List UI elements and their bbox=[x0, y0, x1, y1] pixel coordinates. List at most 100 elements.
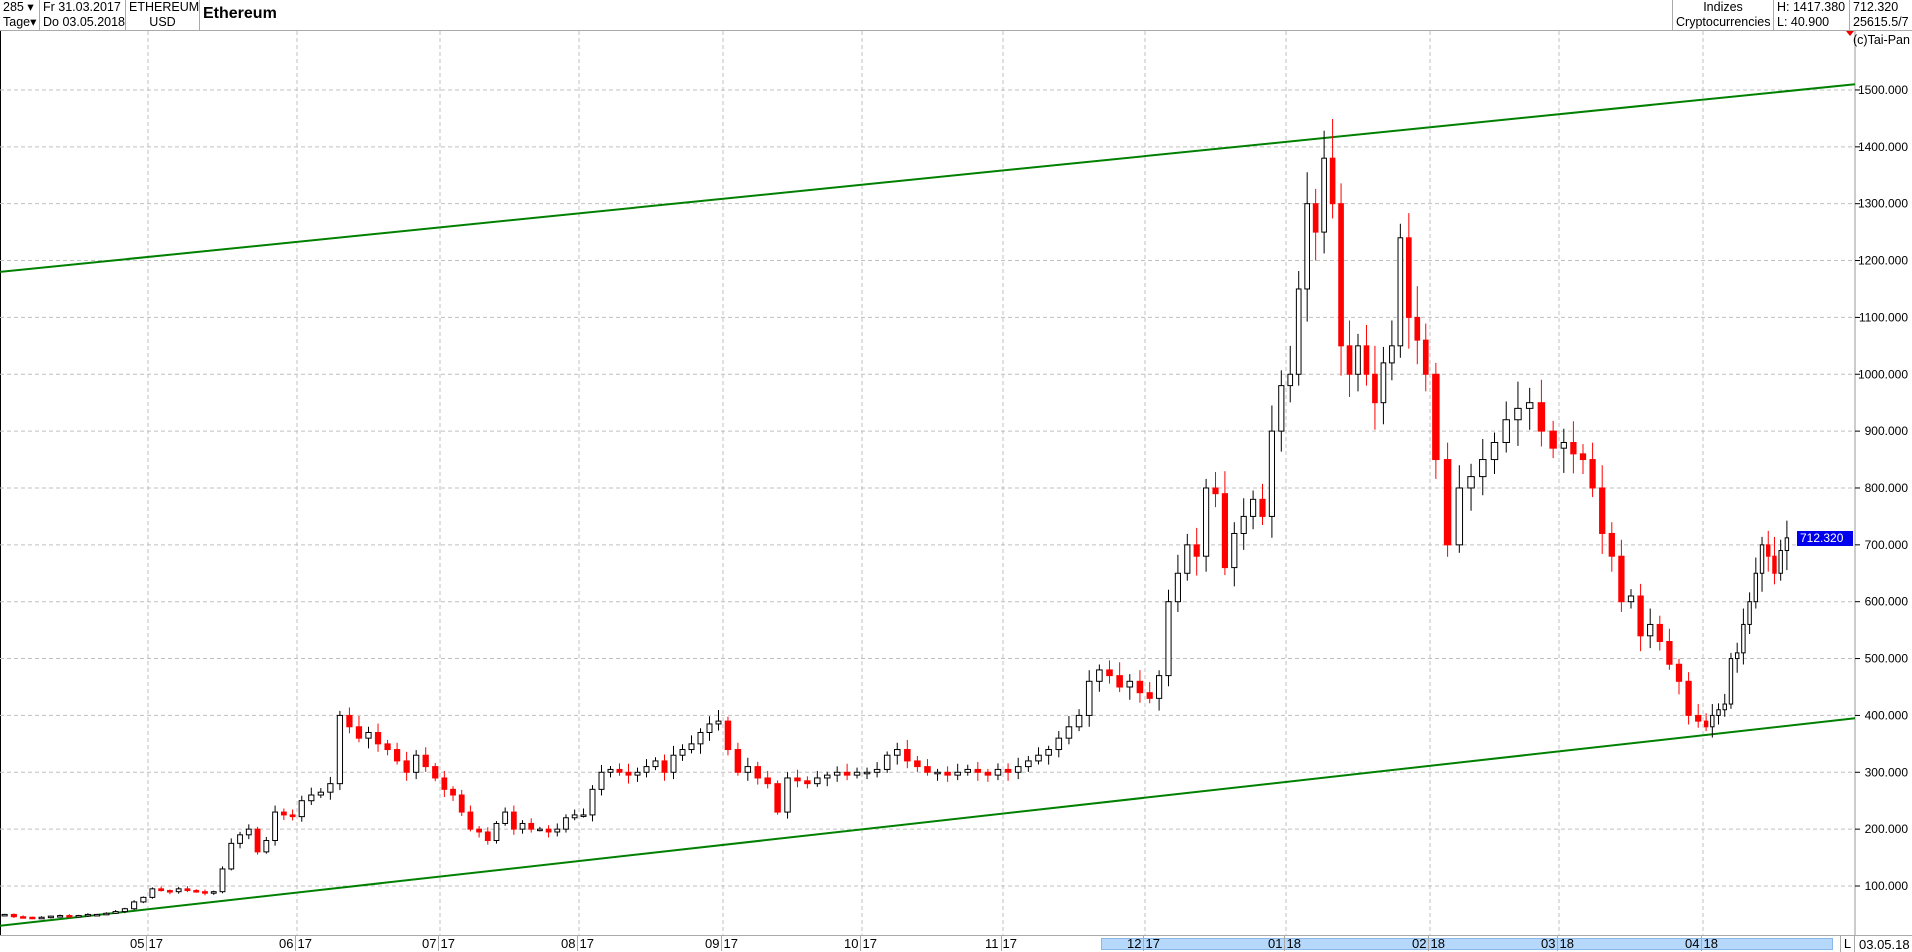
candle bbox=[679, 749, 686, 756]
price-chart[interactable]: 100.000 200.000 300.000 400.000 500.000 600.0… bbox=[0, 31, 1912, 935]
mode-label[interactable]: L bbox=[1840, 936, 1855, 952]
candle bbox=[1156, 675, 1163, 699]
candle bbox=[853, 771, 861, 776]
candle bbox=[336, 714, 344, 785]
candle bbox=[833, 771, 841, 776]
x-tick-label: 03 18 bbox=[1541, 936, 1574, 951]
candle bbox=[1240, 515, 1247, 534]
candle bbox=[1397, 237, 1404, 347]
candle bbox=[1165, 601, 1172, 677]
candle bbox=[103, 912, 110, 916]
candle bbox=[184, 888, 191, 892]
y-tick-label: 900.000 bbox=[1865, 424, 1909, 438]
last-value: 712.320 bbox=[1853, 0, 1899, 14]
candle bbox=[1321, 157, 1327, 233]
candle bbox=[1753, 572, 1759, 603]
y-tick-label: 1000.000 bbox=[1858, 367, 1908, 381]
candle bbox=[327, 783, 334, 793]
candle bbox=[1355, 345, 1361, 375]
candle bbox=[280, 811, 287, 816]
candle bbox=[432, 766, 439, 779]
x-tick-label: 04 18 bbox=[1685, 936, 1718, 951]
candle bbox=[298, 800, 305, 818]
candle bbox=[346, 714, 353, 728]
candle bbox=[794, 777, 801, 782]
x-tick-label: 06 17 bbox=[279, 936, 312, 951]
y-tick-label: 1300.000 bbox=[1858, 197, 1908, 211]
candle bbox=[1525, 402, 1534, 409]
candle bbox=[467, 811, 474, 830]
candle bbox=[254, 828, 261, 853]
candle bbox=[245, 828, 252, 836]
candle bbox=[1, 913, 8, 917]
candle bbox=[202, 891, 208, 894]
candle bbox=[1231, 532, 1238, 569]
candle bbox=[643, 766, 650, 773]
candle bbox=[984, 771, 992, 776]
candle bbox=[1549, 430, 1557, 449]
candle bbox=[1514, 407, 1522, 421]
candle bbox=[1045, 749, 1052, 756]
candle bbox=[149, 888, 156, 898]
candle bbox=[563, 817, 569, 830]
time-scroll-highlight[interactable] bbox=[1101, 938, 1833, 950]
period-selector[interactable]: 285 ▾ Tage▾ bbox=[0, 0, 40, 31]
candle bbox=[1212, 487, 1219, 495]
candle bbox=[1287, 373, 1294, 387]
candle bbox=[1405, 237, 1412, 318]
candle bbox=[1106, 669, 1113, 677]
candle bbox=[634, 771, 641, 776]
candle bbox=[734, 749, 742, 773]
high-low: H: 1417.380 L: 40.900 bbox=[1774, 0, 1850, 31]
candle bbox=[1389, 345, 1395, 364]
candle bbox=[824, 774, 831, 779]
candle bbox=[1772, 555, 1777, 574]
candle bbox=[1414, 316, 1421, 341]
candle bbox=[1627, 595, 1635, 603]
candle bbox=[1722, 703, 1727, 711]
candle bbox=[493, 822, 500, 842]
x-tick-label: 12 17 bbox=[1127, 936, 1160, 951]
candle bbox=[476, 828, 482, 833]
candle bbox=[1728, 658, 1734, 705]
x-tick-label: 02 18 bbox=[1412, 936, 1445, 951]
candle bbox=[1004, 768, 1012, 773]
candle bbox=[1599, 487, 1606, 534]
candle bbox=[1085, 680, 1093, 716]
candle bbox=[38, 916, 45, 920]
period-count-dropdown[interactable]: 285 ▾ bbox=[3, 0, 34, 14]
candle bbox=[374, 731, 382, 745]
group-info: Indizes Cryptocurrencies bbox=[1672, 0, 1774, 31]
candle bbox=[441, 777, 448, 790]
candle bbox=[1250, 498, 1257, 517]
candle bbox=[1703, 720, 1709, 728]
candle bbox=[1666, 641, 1673, 665]
candle bbox=[175, 888, 182, 893]
candle bbox=[393, 749, 401, 762]
symbol: ETHEREUM bbox=[129, 0, 200, 14]
candle bbox=[1490, 441, 1499, 461]
candle bbox=[883, 754, 891, 770]
candle bbox=[1570, 441, 1577, 455]
candle bbox=[1174, 572, 1181, 603]
candle bbox=[754, 766, 761, 779]
period-unit-dropdown[interactable]: Tage▾ bbox=[3, 15, 37, 29]
candle bbox=[1268, 430, 1275, 517]
candle bbox=[974, 768, 982, 773]
candle bbox=[1126, 680, 1134, 688]
candle bbox=[403, 760, 410, 773]
copyright: (c)Tai-Pan bbox=[1853, 33, 1910, 47]
marker-triangle-icon bbox=[1846, 31, 1854, 36]
candle bbox=[1146, 692, 1153, 699]
candle bbox=[697, 731, 704, 745]
candle bbox=[1221, 493, 1228, 569]
x-tick-label: 08 17 bbox=[561, 936, 594, 951]
candle bbox=[289, 814, 296, 818]
date-to: Do 03.05.2018 bbox=[43, 15, 126, 29]
x-tick-label: 11 17 bbox=[985, 936, 1017, 951]
candle bbox=[1741, 623, 1746, 654]
candle bbox=[554, 828, 561, 833]
y-tick-label: 1200.000 bbox=[1858, 254, 1908, 268]
candle bbox=[317, 791, 324, 796]
candle bbox=[484, 831, 491, 842]
